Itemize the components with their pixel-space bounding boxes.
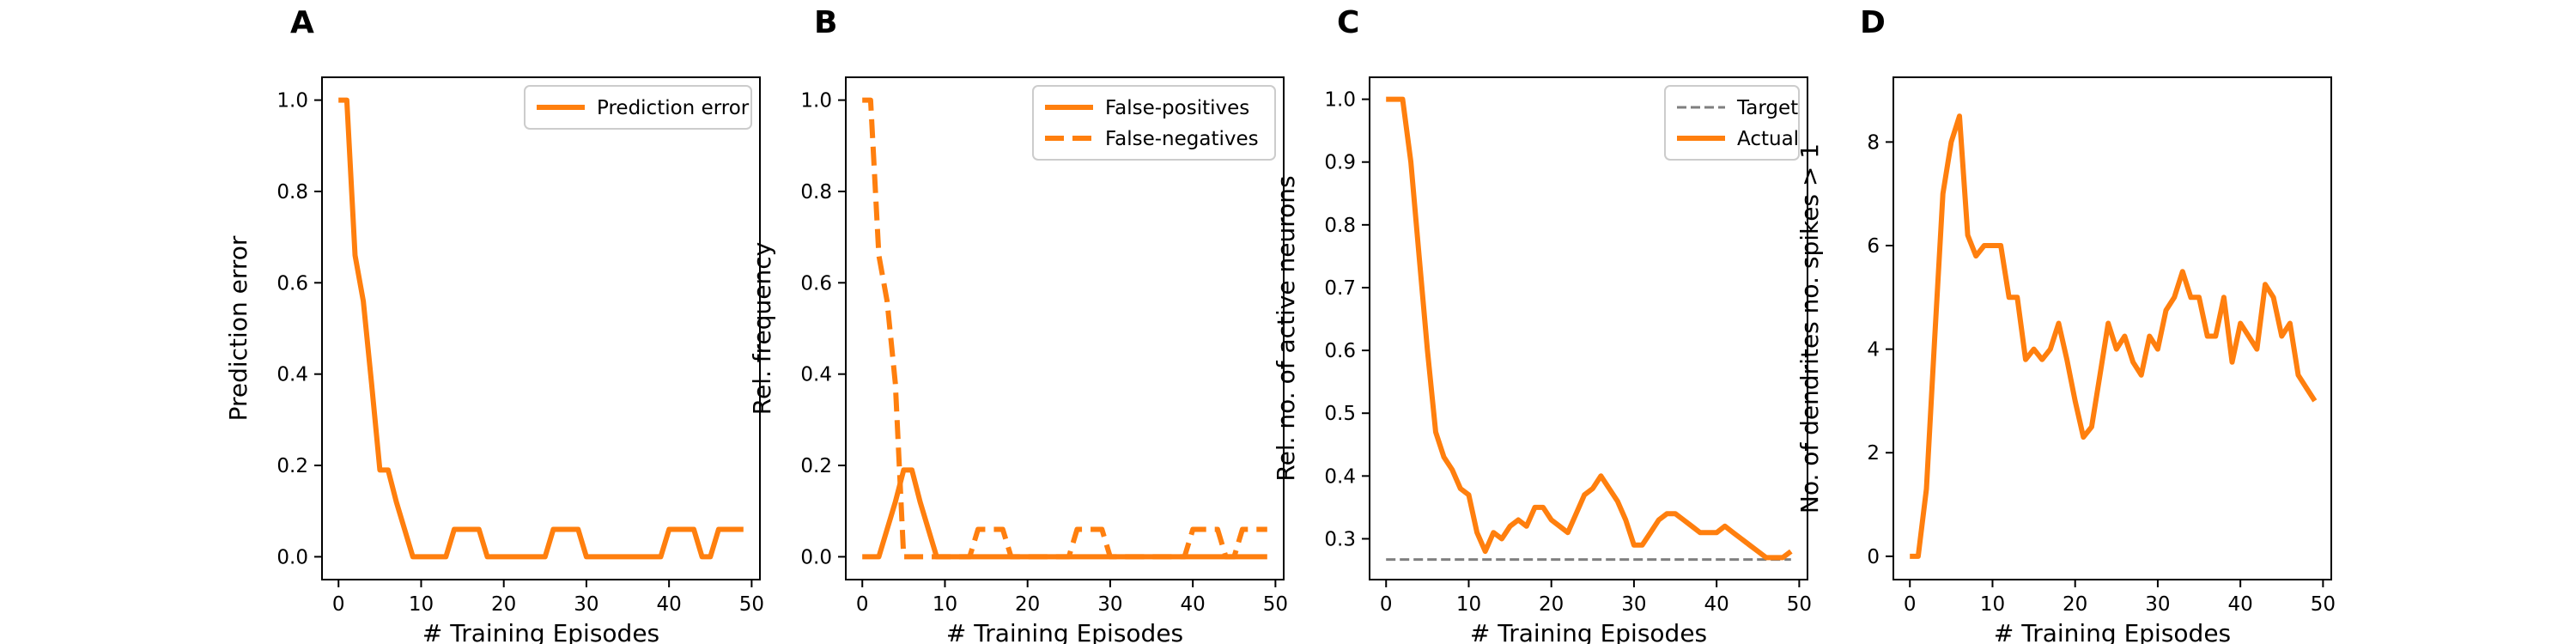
chart4-ylabel: No. of dendrites no. spikes > 1 <box>1795 143 1824 513</box>
chart1-ytick-label: 0.0 <box>276 546 308 568</box>
chart3-xtick-label: 40 <box>1704 593 1729 616</box>
panel-letter-c: C <box>1337 5 1359 40</box>
chart4-series-line <box>1910 113 2318 559</box>
chart3-xtick-label: 20 <box>1539 593 1564 616</box>
chart3-legend-label-target: Target <box>1736 97 1798 119</box>
chart2-xlabel: # Training Episodes <box>946 619 1183 644</box>
chart3-xtick-label: 30 <box>1621 593 1646 616</box>
chart1-series-prediction-error <box>338 97 744 560</box>
chart4-ytick-label: 8 <box>1867 131 1880 154</box>
chart4-xtick-label: 10 <box>1980 593 2005 616</box>
chart1-xtick-label: 20 <box>491 593 516 616</box>
chart3-legend: Target Actual <box>1664 85 1800 161</box>
chart1-legend-box <box>524 85 752 130</box>
chart1-legend-label-prediction-error: Prediction error <box>597 97 750 119</box>
chart1-ylabel: Prediction error <box>224 235 252 421</box>
chart4-ytick-label: 0 <box>1867 546 1880 568</box>
chart2-ytick-label: 0.2 <box>800 455 832 477</box>
chart3-ytick-label: 0.8 <box>1324 215 1356 237</box>
chart3-panel: 0 10 20 30 40 50 0.3 0.4 0.5 0.6 0.7 0.8 0.9 1.0 # Tra… <box>1272 76 1812 644</box>
panel-letter-d: D <box>1860 5 1886 40</box>
chart1-ytick-label: 0.4 <box>276 364 308 386</box>
chart3-ytick-label: 1.0 <box>1324 89 1356 112</box>
chart3-legend-label-actual: Actual <box>1737 128 1799 150</box>
chart3-xlabel: # Training Episodes <box>1470 619 1707 644</box>
chart2-axes-frame <box>845 76 1285 580</box>
chart3-ytick-label: 0.4 <box>1324 465 1356 488</box>
chart1-panel: 0 10 20 30 40 50 0.0 0.2 0.4 0.6 0.8 1.0 # Training … <box>224 76 764 644</box>
chart1-ytick-label: 0.2 <box>276 455 308 477</box>
chart1-xtick-label: 40 <box>657 593 682 616</box>
chart3-ytick-label: 0.3 <box>1324 528 1356 550</box>
chart4-xlabel: # Training Episodes <box>1994 619 2231 644</box>
chart2-ylabel: Rel. frequency <box>748 242 776 415</box>
chart2-legend-box <box>1032 85 1276 161</box>
chart3-axes-frame <box>1369 76 1808 580</box>
chart3-ylabel: Rel. no. of active neurons <box>1272 175 1300 481</box>
chart4-ytick-label: 2 <box>1867 442 1880 465</box>
chart2-ytick-label: 0.0 <box>800 546 832 568</box>
chart1-xtick-label: 50 <box>739 593 764 616</box>
chart4-xtick-label: 20 <box>2063 593 2087 616</box>
chart2-legend: False-positives False-negatives <box>1032 85 1276 161</box>
chart3-ytick-label: 0.6 <box>1324 340 1356 362</box>
chart2-legend-label-false-negatives: False-negatives <box>1105 128 1259 150</box>
chart4-xtick-label: 30 <box>2145 593 2170 616</box>
chart3-ytick-label: 0.7 <box>1324 277 1356 300</box>
chart1-ytick-label: 0.6 <box>276 272 308 295</box>
chart4-panel: 0 10 20 30 40 50 0 2 4 6 8 # Training Episodes No. o… <box>1795 76 2336 644</box>
chart4-xtick-label: 50 <box>2311 593 2336 616</box>
chart2-xtick-label: 10 <box>933 593 957 616</box>
chart1-xtick-label: 0 <box>332 593 345 616</box>
chart1-xtick-label: 30 <box>574 593 598 616</box>
chart4-axes-frame <box>1893 76 2332 580</box>
chart2-xtick-label: 20 <box>1015 593 1040 616</box>
chart3-ytick-label: 0.5 <box>1324 403 1356 425</box>
chart3-xtick-label: 50 <box>1787 593 1812 616</box>
chart1-ytick-label: 1.0 <box>276 90 308 112</box>
chart3-xtick-label: 10 <box>1456 593 1481 616</box>
chart2-xtick-label: 30 <box>1097 593 1122 616</box>
chart2-series-false-negatives <box>862 97 1267 560</box>
panel-letter-b: B <box>814 5 837 40</box>
chart4-ytick-label: 6 <box>1867 235 1880 258</box>
chart3-xtick-label: 0 <box>1380 593 1393 616</box>
chart3-ytick-label: 0.9 <box>1324 152 1356 174</box>
chart2-ytick-label: 0.6 <box>800 272 832 295</box>
chart1-xtick-label: 10 <box>409 593 434 616</box>
chart2-ytick-label: 1.0 <box>800 90 832 112</box>
chart1-axes-frame <box>321 76 761 580</box>
panel-letter-a: A <box>290 5 314 40</box>
chart2-legend-label-false-positives: False-positives <box>1105 97 1249 119</box>
chart1-xlabel: # Training Episodes <box>422 619 659 644</box>
chart2-panel: 0 10 20 30 40 50 0.0 0.2 0.4 0.6 0.8 1.0 # Training … <box>748 76 1288 644</box>
chart2-xtick-label: 0 <box>856 593 869 616</box>
chart1-ytick-label: 0.8 <box>276 181 308 204</box>
chart2-xtick-label: 50 <box>1263 593 1288 616</box>
chart4-ytick-label: 4 <box>1867 339 1880 361</box>
chart4-xtick-label: 0 <box>1904 593 1917 616</box>
chart3-legend-box <box>1664 85 1800 161</box>
chart2-xtick-label: 40 <box>1181 593 1206 616</box>
chart1-legend: Prediction error <box>524 85 752 130</box>
chart2-ytick-label: 0.8 <box>800 181 832 204</box>
chart3-series-actual <box>1386 96 1793 561</box>
chart2-series-false-positives <box>862 467 1267 560</box>
chart2-ytick-label: 0.4 <box>800 364 832 386</box>
chart4-xtick-label: 40 <box>2228 593 2253 616</box>
